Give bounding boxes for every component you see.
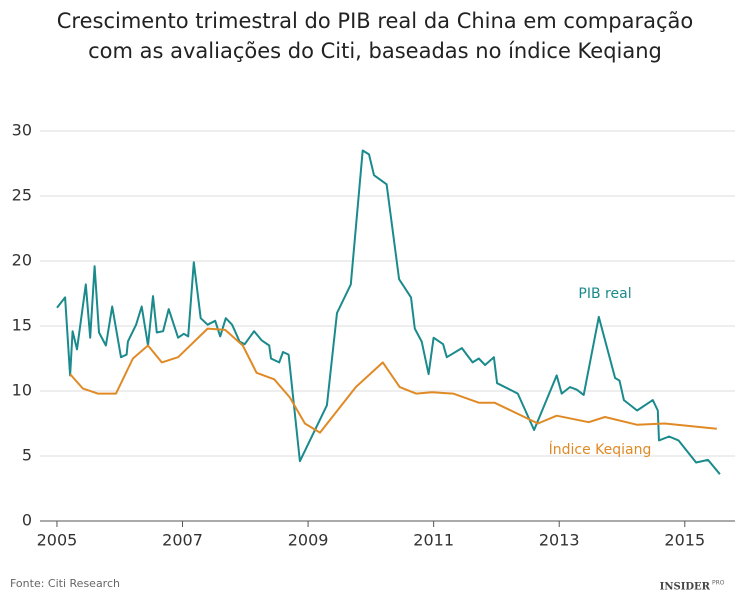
chart-title: Crescimento trimestral do PIB real da Ch… (57, 9, 693, 33)
y-tick-label: 25 (12, 186, 32, 205)
y-tick-label: 20 (12, 251, 32, 270)
series-label: Índice Keqiang (549, 441, 652, 458)
y-tick-label: 0 (22, 511, 32, 530)
x-tick-label: 2011 (413, 531, 454, 550)
x-tick-label: 2007 (162, 531, 203, 550)
x-tick-label: 2005 (37, 531, 78, 550)
brand: INSIDER (660, 582, 711, 593)
chart-title: com as avaliações do Citi, baseadas no í… (88, 39, 662, 63)
x-tick-label: 2015 (664, 531, 705, 550)
y-tick-label: 30 (12, 121, 32, 140)
y-tick-label: 15 (12, 316, 32, 335)
brand-tag: PRO (712, 580, 725, 587)
x-tick-label: 2013 (539, 531, 580, 550)
line (56, 149, 721, 475)
y-tick-label: 10 (12, 381, 32, 400)
line (69, 327, 717, 434)
series-label: PIB real (578, 286, 631, 302)
x-tick-label: 2009 (288, 531, 329, 550)
source: Fonte: Citi Research (10, 577, 120, 590)
y-tick-label: 5 (22, 446, 32, 465)
